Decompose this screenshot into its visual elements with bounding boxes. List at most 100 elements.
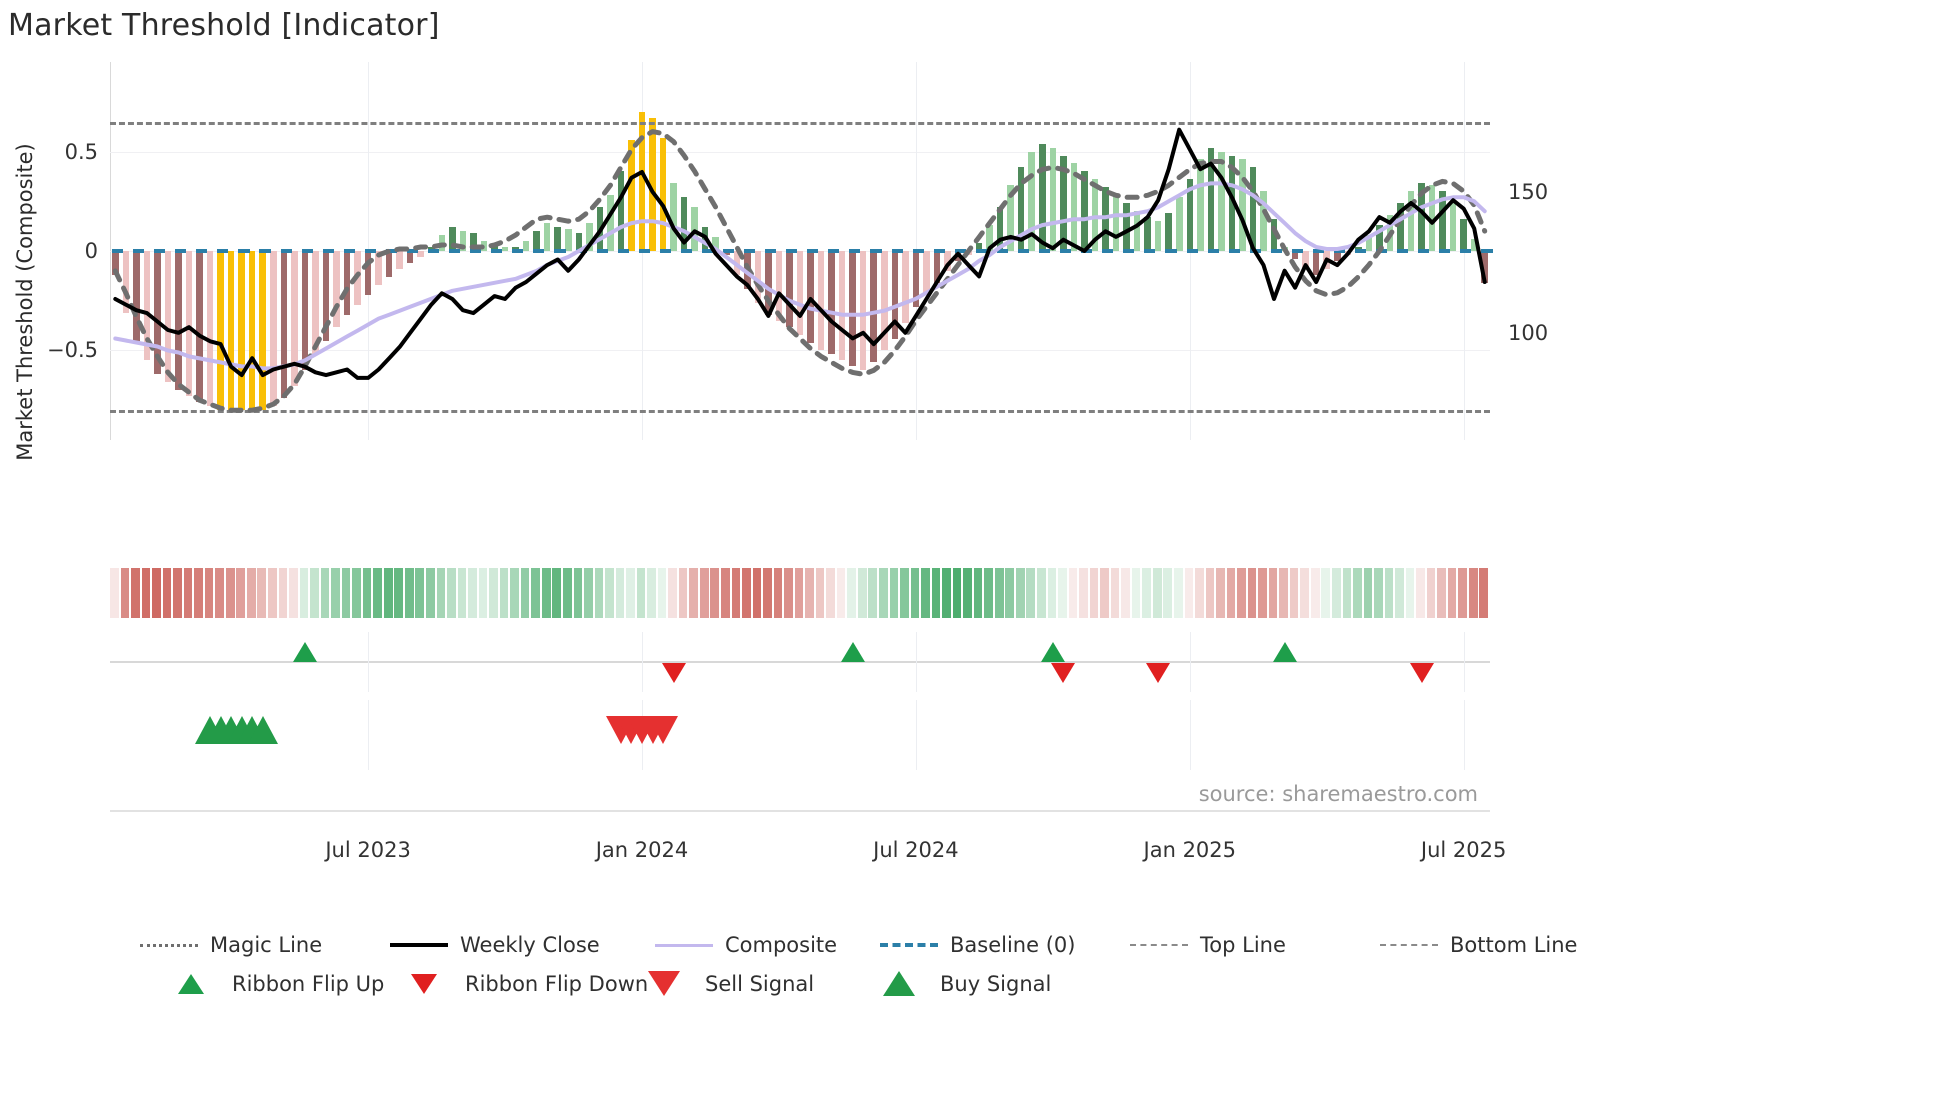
- histogram-bar: [712, 237, 719, 251]
- baseline-dash: [554, 249, 566, 253]
- weekly-close-series: [113, 127, 1487, 380]
- ribbon-segment: [1015, 568, 1025, 618]
- ribbon-segment: [1300, 568, 1309, 618]
- histogram-bar: [1144, 217, 1151, 251]
- histogram-bar: [849, 251, 856, 367]
- y-tick-right-1: 100: [1508, 320, 1549, 345]
- baseline-dash: [280, 249, 292, 253]
- ribbon-segment: [1384, 568, 1394, 618]
- ribbon-segment: [468, 568, 477, 618]
- baseline-dash: [512, 249, 524, 253]
- ribbon-segment: [1331, 568, 1341, 618]
- ribbon-segment: [204, 568, 214, 618]
- ribbon-segment: [994, 568, 1004, 618]
- histogram-bar: [1112, 195, 1120, 251]
- ribbon-segment: [836, 568, 846, 618]
- baseline-dash: [1397, 249, 1409, 253]
- baseline-dash: [849, 249, 861, 253]
- ribbon-segment: [963, 568, 972, 618]
- baseline-dash: [1418, 249, 1430, 253]
- histogram-bar: [575, 233, 583, 251]
- ribbon-segment: [1184, 568, 1194, 618]
- histogram-bar: [912, 251, 920, 307]
- baseline-dash: [828, 249, 840, 253]
- histogram-bar: [1270, 219, 1278, 251]
- ribbon-segment: [1152, 568, 1162, 618]
- ribbon-segment: [162, 568, 172, 618]
- histogram-bar: [459, 231, 467, 251]
- baseline-dash: [533, 249, 545, 253]
- baseline-dash: [1355, 249, 1367, 253]
- legend-item-weekly-close[interactable]: Weekly Close: [390, 925, 600, 964]
- histogram-bar: [1081, 171, 1088, 251]
- ribbon-segment: [141, 568, 151, 618]
- histogram-bar: [1365, 235, 1373, 251]
- histogram-bar: [122, 251, 130, 313]
- gridline-v-lower-0: [368, 700, 370, 770]
- legend-item-composite[interactable]: Composite: [655, 925, 837, 964]
- legend-item-ribbon-flip-down[interactable]: Ribbon Flip Down: [395, 964, 648, 1003]
- x-tick-0: Jul 2023: [325, 838, 411, 862]
- ribbon-segment: [173, 568, 182, 618]
- histogram-bar: [143, 251, 151, 361]
- histogram-bar: [322, 251, 330, 341]
- histogram-bar: [680, 197, 688, 251]
- baseline-dash: [680, 249, 692, 253]
- top-line: [110, 121, 1490, 125]
- ribbon-segment: [1447, 568, 1457, 618]
- gridline-v-lower-3: [1189, 632, 1191, 692]
- histogram-bar: [1481, 251, 1488, 283]
- ribbon-segment: [1258, 568, 1267, 618]
- legend-label: Weekly Close: [460, 932, 600, 957]
- ribbon-segment: [826, 568, 835, 618]
- ribbon-segment: [1437, 568, 1446, 618]
- ribbon-segment: [1310, 568, 1320, 618]
- ribbon-flip-down-marker: [1146, 663, 1171, 683]
- baseline-dash: [1165, 249, 1177, 253]
- gridline-v-lower-0: [368, 632, 370, 692]
- ribbon-segment: [720, 568, 730, 618]
- baseline-dash: [217, 249, 229, 253]
- histogram-bar: [670, 183, 677, 251]
- legend-item-magic-line[interactable]: Magic Line: [140, 925, 322, 964]
- histogram-bar: [533, 231, 540, 251]
- ribbon-segment: [615, 568, 625, 618]
- baseline-dash: [617, 249, 629, 253]
- ribbon-segment: [236, 568, 246, 618]
- ribbon-segment: [541, 568, 551, 618]
- histogram-bar: [175, 251, 182, 391]
- histogram-bar: [1291, 251, 1299, 259]
- ribbon-segment: [1037, 568, 1046, 618]
- ribbon-flip-up-marker: [840, 642, 865, 662]
- legend-item-sell-signal[interactable]: Sell Signal: [635, 964, 814, 1003]
- ribbon-segment: [268, 568, 277, 618]
- ribbon-segment: [436, 568, 446, 618]
- ribbon-segment: [657, 568, 667, 618]
- ribbon-segment: [1353, 568, 1362, 618]
- histogram-bar: [786, 251, 793, 327]
- baseline-dash: [1186, 249, 1198, 253]
- ribbon-segment: [626, 568, 635, 618]
- baseline-dash: [722, 249, 735, 253]
- ribbon-segment: [415, 568, 425, 618]
- legend-item-bottom-line[interactable]: Bottom Line: [1380, 925, 1577, 964]
- histogram-bar: [944, 251, 951, 271]
- legend-item-ribbon-flip-up[interactable]: Ribbon Flip Up: [162, 964, 384, 1003]
- legend-item-baseline-0[interactable]: Baseline (0): [880, 925, 1075, 964]
- legend-item-buy-signal[interactable]: Buy Signal: [870, 964, 1051, 1003]
- histogram-bar: [417, 251, 425, 257]
- ribbon-segment: [668, 568, 677, 618]
- ribbon-segment: [889, 568, 899, 618]
- ribbon-segment: [1195, 568, 1204, 618]
- ribbon-segment: [710, 568, 720, 618]
- histogram-bar: [638, 111, 646, 251]
- baseline-dash: [1481, 249, 1493, 253]
- histogram-bar: [691, 207, 698, 251]
- legend-item-top-line[interactable]: Top Line: [1130, 925, 1286, 964]
- ribbon-segment: [1121, 568, 1130, 618]
- buy-sell-signal-panel: [110, 700, 1490, 770]
- histogram-bar: [133, 251, 140, 343]
- ribbon-segment: [1342, 568, 1352, 618]
- ribbon-segment: [215, 568, 224, 618]
- histogram-bar: [1418, 183, 1425, 251]
